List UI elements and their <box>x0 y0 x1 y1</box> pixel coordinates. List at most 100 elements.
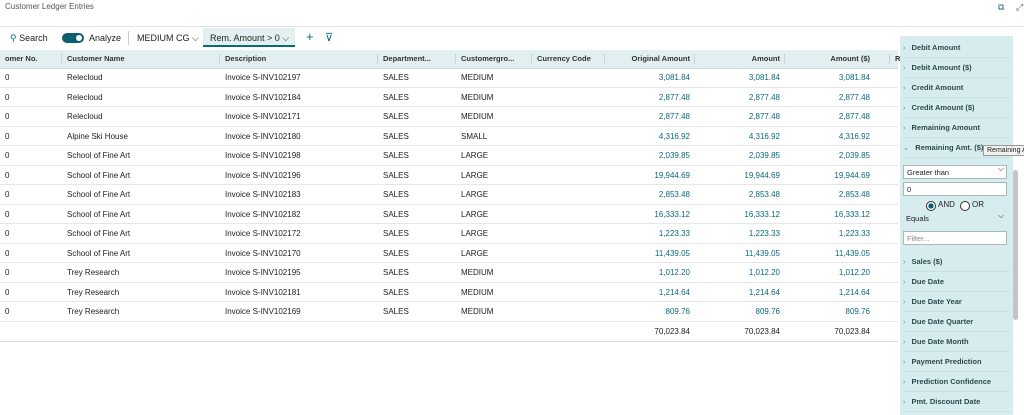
cell: Invoice S-INV102183 <box>225 190 301 199</box>
cell: 0 <box>5 248 10 258</box>
row[interactable] <box>0 283 898 302</box>
cell: Trey Research <box>67 268 120 277</box>
row[interactable] <box>0 302 898 322</box>
column-header: Customergro... <box>461 54 515 63</box>
tab[interactable]: MEDIUM CG ⌵ <box>137 33 199 43</box>
field-label: Due Date Month <box>911 337 969 346</box>
chevron: ⌵ <box>998 211 1005 220</box>
cell: SALES <box>383 209 409 219</box>
row[interactable] <box>0 224 898 244</box>
field-item[interactable]: › Credit Amount <box>903 78 1010 98</box>
cell: 0 <box>5 229 10 238</box>
radio-or[interactable] <box>960 201 970 211</box>
cell: 2,039.85 <box>658 151 690 160</box>
popout-icon[interactable]: ⧉ <box>998 2 1005 12</box>
cell: Trey Research <box>67 307 120 316</box>
field-label: Remaining Amount <box>911 123 980 132</box>
column-divider <box>694 54 695 64</box>
operator-select[interactable]: Greater than <box>903 165 1007 179</box>
value-input[interactable]: 0 <box>903 182 1007 196</box>
field-item[interactable]: › Pmt. Discount Date <box>903 392 1010 412</box>
column-divider <box>784 54 785 64</box>
field-item-expanded[interactable]: ⌄ Remaining Amt. ($) <box>903 138 1010 158</box>
field-item[interactable]: › Due Date Year <box>903 292 1010 312</box>
cell: Invoice S-INV102172 <box>225 229 301 238</box>
cell: 2,039.85 <box>748 151 780 160</box>
cell: 16,333.12 <box>834 209 870 219</box>
search-button[interactable]: ⚲ Search <box>10 33 48 43</box>
filter-input[interactable]: Filter... <box>903 231 1007 245</box>
cell: SALES <box>383 229 409 238</box>
field-item[interactable]: › Debit Amount ($) <box>903 58 1010 78</box>
cell: SALES <box>383 73 409 82</box>
cell: 1,214.64 <box>748 287 780 297</box>
row[interactable] <box>0 107 898 127</box>
cell: 1,012.20 <box>748 268 780 277</box>
row[interactable] <box>0 263 898 283</box>
add-view[interactable]: + <box>306 29 314 44</box>
scrollbar <box>1013 170 1018 320</box>
cell: 809.76 <box>845 307 870 316</box>
cell: 0 <box>5 73 10 82</box>
header-row <box>0 50 898 69</box>
cell: Invoice S-INV102180 <box>225 131 301 141</box>
row[interactable] <box>0 166 898 185</box>
cell: 2,877.48 <box>838 92 870 102</box>
cell: 19,944.69 <box>834 170 870 180</box>
row[interactable] <box>0 127 898 146</box>
radio-label: OR <box>972 200 984 209</box>
row[interactable] <box>0 68 898 88</box>
column-divider <box>455 54 456 64</box>
row[interactable] <box>0 244 898 263</box>
row[interactable] <box>0 205 898 224</box>
separator <box>128 31 129 45</box>
tab-active[interactable] <box>203 28 295 47</box>
field-item[interactable]: › Remaining Amount <box>903 118 1010 138</box>
column-divider <box>604 54 605 64</box>
cell: 0 <box>5 209 10 219</box>
field-item[interactable]: › Sales ($) <box>903 252 1010 272</box>
cell: LARGE <box>461 170 489 180</box>
cell: 16,333.12 <box>654 209 690 219</box>
row[interactable] <box>0 185 898 205</box>
filter-icon[interactable]: ⊽ <box>325 32 334 44</box>
analyze-toggle[interactable] <box>62 33 84 43</box>
cell: SALES <box>383 112 409 121</box>
total: 70,023.84 <box>654 326 690 336</box>
tab-label: Rem. Amount > 0 <box>210 33 280 43</box>
field-item[interactable]: › Due Date Month <box>903 332 1010 352</box>
field-label: Due Date Quarter <box>911 317 974 326</box>
cell: 0 <box>5 307 10 316</box>
row[interactable] <box>0 88 898 107</box>
cell: 0 <box>5 170 10 180</box>
field-item[interactable]: › Due Date <box>903 272 1010 292</box>
cell: School of Fine Art <box>67 170 131 180</box>
field-item[interactable]: › Debit Amount <box>903 38 1010 58</box>
cell: SALES <box>383 248 409 258</box>
cell: 1,214.64 <box>658 287 690 297</box>
search-label: Search <box>19 33 48 43</box>
radio-and[interactable] <box>926 201 936 211</box>
cell: 2,877.48 <box>748 112 780 121</box>
field-item[interactable]: › Credit Amount ($) <box>903 98 1010 118</box>
cell: 4,316.92 <box>658 131 690 141</box>
field-item[interactable]: › Payment Prediction <box>903 352 1010 372</box>
column-header: Currency Code <box>537 54 591 63</box>
cell: Invoice S-INV102181 <box>225 287 301 297</box>
chevron: ⌵ <box>998 164 1005 173</box>
operator-select[interactable]: Equals <box>906 214 929 223</box>
cell: SALES <box>383 92 409 102</box>
expand-icon[interactable]: ⤢ <box>1016 2 1024 12</box>
field-label: Pmt. Discount Date <box>911 397 981 406</box>
column-divider <box>889 54 890 64</box>
cell: SALES <box>383 170 409 180</box>
row[interactable] <box>0 146 898 166</box>
radio-label: AND <box>938 200 955 209</box>
field-item[interactable]: › Due Date Quarter <box>903 312 1010 332</box>
tab[interactable]: Rem. Amount > 0 ⌵ <box>210 33 290 43</box>
field-item[interactable]: › Prediction Confidence <box>903 372 1010 392</box>
total: 70,023.84 <box>744 326 780 336</box>
cell: 1,012.20 <box>838 268 870 277</box>
cell: 809.76 <box>755 307 780 316</box>
